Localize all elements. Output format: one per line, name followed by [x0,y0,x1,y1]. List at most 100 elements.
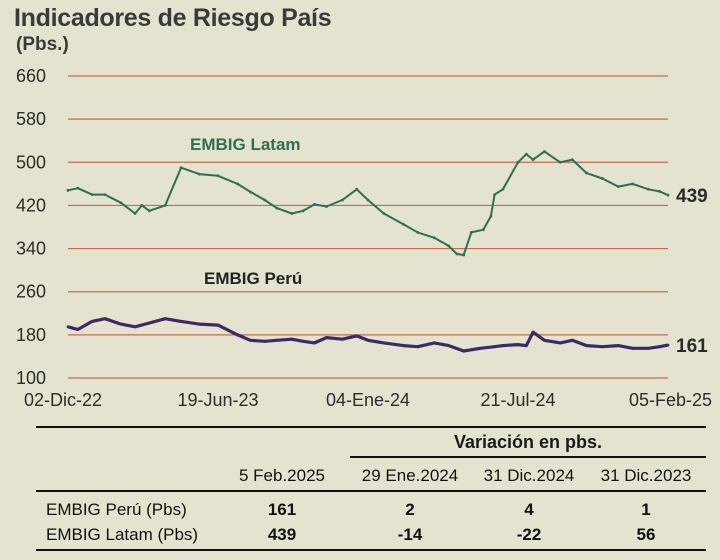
row-label: EMBIG Latam (Pbs) [46,525,199,544]
data-point [119,322,123,326]
data-point [462,349,466,353]
data-point [489,214,493,218]
col-header-date: 5 Feb.2025 [238,466,325,485]
chart-title: Indicadores de Riesgo País [14,4,332,32]
data-point [140,204,144,207]
row-value: 161 [267,500,297,519]
data-point [325,205,328,208]
data-point [313,341,316,345]
data-point [148,321,151,325]
data-point [631,346,634,350]
data-point [249,338,252,342]
data-point [366,338,370,342]
data-point [570,338,574,342]
data-point [133,325,137,329]
data-point [236,333,239,337]
row-value: 4 [524,500,534,519]
row-value: 2 [405,500,415,519]
data-point [585,171,588,175]
data-point [658,190,662,193]
data-point [275,206,279,210]
data-point [524,344,528,348]
data-point [402,222,405,226]
end-value-label: 161 [676,336,708,357]
data-point [447,344,451,348]
data-point [481,228,485,232]
data-point [133,212,137,215]
data-point [275,338,279,342]
data-point [340,337,344,341]
data-point [542,150,546,153]
x-tick-label: 04-Ene-24 [326,390,410,410]
data-point [478,346,482,350]
series-line-latam [67,150,669,256]
data-point [103,193,107,197]
data-point [76,186,80,190]
data-point [493,193,497,197]
data-point [355,187,359,191]
x-tick-label: 21-Jul-24 [480,390,555,410]
data-point [524,152,528,156]
data-point [432,341,436,345]
data-point [90,319,94,323]
data-point [263,339,267,343]
data-point [531,330,535,334]
row-value: 1 [641,500,651,519]
data-point [355,334,359,338]
y-tick-label: 260 [16,282,46,302]
data-point [263,198,267,202]
data-point [119,201,123,205]
data-point [469,230,473,234]
data-point [382,212,386,215]
data-point [76,328,80,331]
data-point [179,319,183,323]
data-point [290,337,294,341]
y-tick-label: 180 [16,325,46,345]
data-point [236,182,239,186]
y-tick-label: 580 [16,109,46,129]
x-tick-label: 19-Jun-23 [177,390,258,410]
col-header-var2: 31 Dic.2024 [483,466,575,485]
table-header-rule [36,490,706,492]
data-point [493,345,497,349]
row-value: -14 [397,525,423,544]
data-point [402,344,405,348]
data-point [601,177,604,180]
end-value-label: 439 [676,186,708,207]
data-point [666,193,670,197]
data-point [666,343,670,347]
data-point [340,198,344,202]
x-tick-label: 02-Dic-22 [24,390,102,410]
series-label-latam: EMBIG Latam [190,135,301,154]
data-point [216,174,220,178]
data-point [455,252,459,256]
data-point [382,341,386,345]
data-point [66,188,70,192]
data-point [542,338,546,342]
data-point [501,187,505,191]
col-header-var1: 29 Ene.2024 [361,466,459,485]
data-point [416,230,420,234]
data-point [516,160,520,164]
y-tick-label: 100 [16,368,46,388]
row-value: 439 [267,525,297,544]
row-label: EMBIG Perú (Pbs) [46,500,187,519]
data-point [416,345,420,349]
data-point [516,343,520,346]
row-value: -22 [516,525,542,544]
data-point [658,345,662,349]
data-point [163,317,167,321]
row-value: 56 [636,525,656,544]
data-point [558,160,562,164]
x-tick-label: 05-Feb-25 [629,390,712,410]
data-point [616,344,620,348]
variation-subrule [350,456,706,458]
data-point [501,344,505,348]
y-tick-label: 340 [16,239,46,259]
data-point [197,322,201,326]
variation-header: Variación en pbs. [453,432,603,452]
data-point [447,244,451,248]
col-header-var3: 31 Dic.2023 [600,466,692,485]
data-point [290,212,294,215]
